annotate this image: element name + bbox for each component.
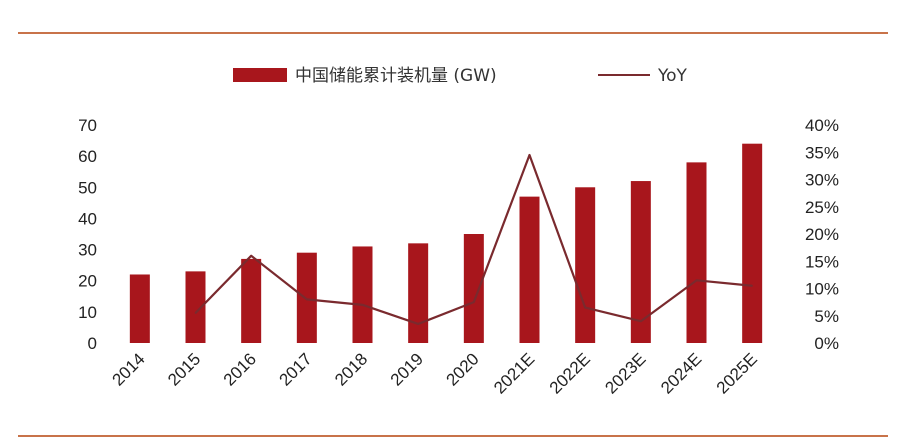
legend: 中国储能累计装机量 (GW) YoY	[233, 66, 688, 86]
left-tick-label: 60	[78, 147, 97, 166]
x-tick-label: 2025E	[713, 349, 761, 397]
left-axis: 0 10 20 30 40 50 60 70	[78, 116, 97, 353]
yoy-point	[528, 154, 531, 156]
right-tick-label: 0%	[814, 334, 839, 353]
legend-line-label: YoY	[657, 66, 688, 86]
x-tick-label: 2020	[442, 349, 482, 389]
left-tick-label: 20	[78, 272, 97, 291]
x-tick-label: 2018	[331, 349, 371, 389]
left-tick-label: 0	[88, 334, 97, 353]
legend-bar-label: 中国储能累计装机量 (GW)	[295, 66, 497, 86]
right-tick-label: 10%	[805, 280, 839, 299]
yoy-point	[361, 304, 364, 306]
right-axis: 0% 5% 10% 15% 20% 25% 30% 35% 40%	[805, 116, 839, 353]
left-tick-label: 50	[78, 178, 97, 197]
right-tick-label: 5%	[814, 307, 839, 326]
x-tick-label: 2016	[220, 349, 260, 389]
bar-series	[129, 143, 763, 343]
x-tick-label: 2021E	[490, 349, 538, 397]
bar	[296, 252, 317, 343]
x-tick-label: 2019	[387, 349, 427, 389]
x-tick-label: 2014	[108, 349, 148, 389]
right-tick-label: 40%	[805, 116, 839, 135]
bar	[408, 243, 429, 343]
x-tick-label: 2022E	[546, 349, 594, 397]
bar	[575, 187, 596, 343]
left-tick-label: 70	[78, 116, 97, 135]
bar	[463, 234, 484, 343]
yoy-point	[194, 312, 197, 314]
bar	[686, 162, 707, 343]
bar	[630, 181, 651, 343]
bar	[352, 246, 373, 343]
yoy-point	[751, 284, 753, 287]
right-tick-label: 20%	[805, 225, 839, 244]
legend-bar-swatch	[233, 68, 287, 82]
bar	[742, 143, 763, 343]
bar	[519, 196, 540, 343]
x-axis: 2014 2015 2016 2017 2018 2019 2020 2021E 2022E 20…	[108, 349, 761, 397]
bar	[185, 271, 206, 343]
left-tick-label: 30	[78, 241, 97, 260]
yoy-point	[306, 298, 308, 301]
x-tick-label: 2024E	[657, 349, 705, 397]
yoy-point	[250, 255, 252, 257]
left-tick-label: 40	[78, 209, 97, 228]
x-tick-label: 2015	[164, 349, 204, 389]
yoy-series	[194, 153, 753, 326]
yoy-point	[417, 323, 419, 325]
x-tick-label: 2017	[275, 349, 315, 389]
bar	[129, 274, 150, 343]
right-tick-label: 30%	[805, 171, 839, 190]
yoy-point	[695, 279, 698, 282]
yoy-point	[473, 301, 475, 303]
left-tick-label: 10	[78, 303, 97, 322]
right-tick-label: 15%	[805, 252, 839, 271]
right-tick-label: 35%	[805, 143, 839, 162]
x-tick-label: 2023E	[601, 349, 649, 397]
yoy-point	[640, 320, 642, 323]
bar	[241, 258, 262, 343]
right-tick-label: 25%	[805, 198, 839, 217]
yoy-point	[584, 306, 586, 309]
